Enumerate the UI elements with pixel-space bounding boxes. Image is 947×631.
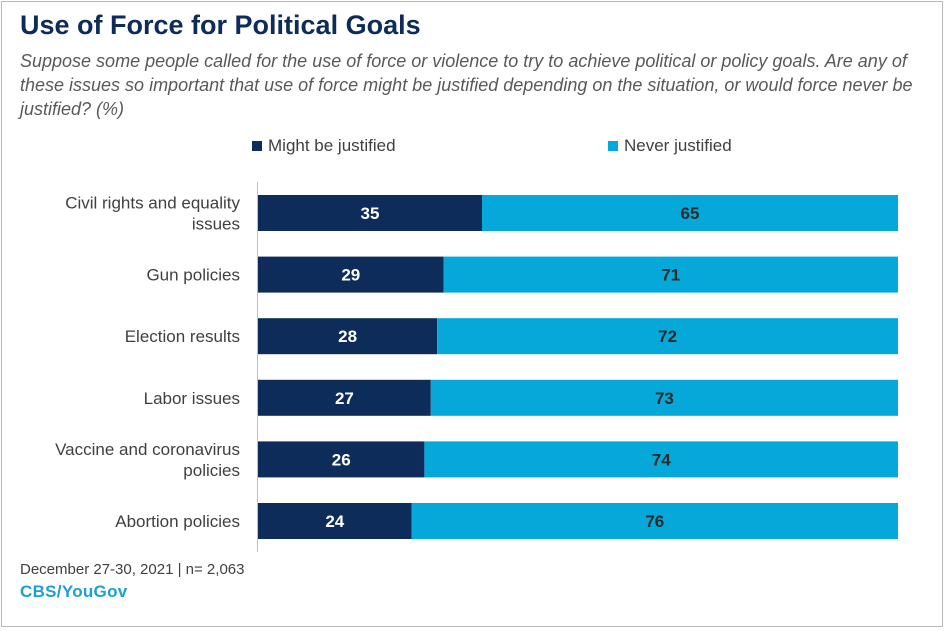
category-label-line: Civil rights and equality bbox=[65, 194, 240, 213]
category-label: Gun policies bbox=[146, 266, 240, 285]
bar-never bbox=[424, 441, 898, 478]
category-label-line: Labor issues bbox=[144, 389, 240, 408]
data-label: 35 bbox=[361, 204, 380, 223]
legend-swatch-might bbox=[252, 141, 262, 151]
bar-never bbox=[482, 195, 898, 231]
category-label: Labor issues bbox=[144, 389, 240, 408]
legend-label-never: Never justified bbox=[624, 136, 732, 155]
category-label-line: Election results bbox=[125, 327, 240, 346]
category-label-line: Gun policies bbox=[146, 266, 240, 285]
data-label: 26 bbox=[332, 450, 351, 469]
legend-label-might: Might be justified bbox=[268, 136, 396, 155]
bar-might bbox=[258, 256, 444, 293]
data-label: 73 bbox=[655, 389, 674, 408]
bar-might bbox=[258, 318, 438, 355]
data-label: 29 bbox=[341, 266, 360, 285]
data-label: 27 bbox=[335, 389, 354, 408]
category-label-line: policies bbox=[183, 461, 240, 480]
data-label: 65 bbox=[681, 204, 700, 223]
data-label: 72 bbox=[658, 327, 677, 346]
bar-might bbox=[258, 195, 482, 231]
bar-never bbox=[411, 503, 898, 539]
chart-subtitle: Suppose some people called for the use o… bbox=[20, 51, 913, 119]
bar-might bbox=[258, 441, 425, 478]
category-label-line: issues bbox=[192, 215, 240, 234]
bar-never bbox=[430, 379, 898, 416]
chart-legend: Might be justified Never justified bbox=[0, 136, 947, 158]
footer-source: CBS/YouGov bbox=[20, 582, 128, 601]
category-label: Civil rights and equality issues bbox=[65, 194, 240, 234]
bar-never bbox=[437, 318, 898, 355]
data-label: 24 bbox=[325, 512, 344, 531]
bar-never bbox=[443, 256, 898, 293]
category-label: Abortion policies bbox=[115, 512, 240, 531]
legend-item-might: Might be justified bbox=[252, 136, 396, 156]
category-label: Election results bbox=[125, 327, 240, 346]
bar-might bbox=[258, 379, 431, 416]
legend-item-never: Never justified bbox=[608, 136, 732, 156]
data-label: 76 bbox=[645, 512, 664, 531]
category-label-line: Vaccine and coronavirus bbox=[55, 440, 240, 459]
legend-swatch-never bbox=[608, 141, 618, 151]
chart-title: Use of Force for Political Goals bbox=[20, 10, 421, 40]
category-label: Vaccine and coronavirus policies bbox=[55, 440, 240, 480]
bar-might bbox=[258, 503, 412, 539]
data-label: 28 bbox=[338, 327, 357, 346]
footer-date-sample: December 27-30, 2021 | n= 2,063 bbox=[20, 561, 245, 578]
data-label: 71 bbox=[661, 266, 680, 285]
category-label-line: Abortion policies bbox=[115, 512, 240, 531]
data-label: 74 bbox=[652, 450, 671, 469]
